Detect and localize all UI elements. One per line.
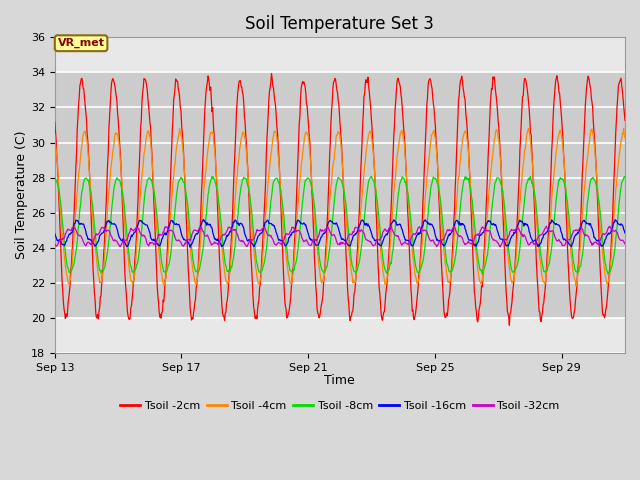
Bar <box>55 72 625 318</box>
Text: VR_met: VR_met <box>58 38 104 48</box>
Legend: Tsoil -2cm, Tsoil -4cm, Tsoil -8cm, Tsoil -16cm, Tsoil -32cm: Tsoil -2cm, Tsoil -4cm, Tsoil -8cm, Tsoi… <box>116 396 564 415</box>
Y-axis label: Soil Temperature (C): Soil Temperature (C) <box>15 131 28 259</box>
X-axis label: Time: Time <box>324 374 355 387</box>
Title: Soil Temperature Set 3: Soil Temperature Set 3 <box>245 15 435 33</box>
